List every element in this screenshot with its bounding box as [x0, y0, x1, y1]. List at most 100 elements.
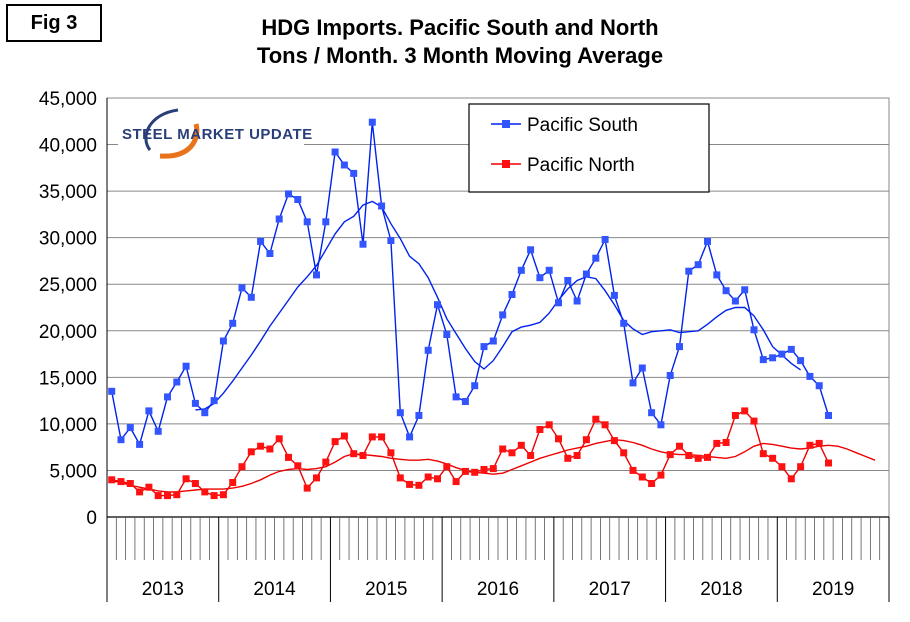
data-point-pacific-south: [210, 397, 218, 405]
data-point-pacific-south: [741, 286, 749, 294]
data-point-pacific-north: [517, 441, 525, 449]
data-point-pacific-north: [648, 480, 656, 487]
data-point-pacific-south: [508, 291, 516, 298]
logo-swoosh-orange: [159, 123, 200, 159]
data-point-pacific-south: [564, 277, 572, 284]
chart-title-block: HDG Imports. Pacific South and North Ton…: [180, 14, 740, 70]
data-point-pacific-south: [415, 412, 423, 419]
x-axis-ticks: 2013 2014 2015 2016 2017 2018 2019: [106, 517, 890, 602]
data-point-pacific-south: [452, 393, 460, 401]
data-point-pacific-south: [722, 287, 730, 295]
data-point-pacific-north: [713, 439, 721, 447]
year-label: 2019: [812, 579, 854, 600]
data-point-pacific-south: [378, 202, 386, 210]
data-point-pacific-north: [806, 441, 814, 449]
data-point-pacific-north: [508, 449, 516, 457]
data-point-pacific-south: [648, 409, 656, 417]
y-tick-label: 30,000: [39, 229, 97, 250]
trend-line-pacific-north: [111, 438, 876, 493]
legend-marker-pacific-north: [502, 160, 510, 168]
data-point-pacific-north: [145, 483, 153, 491]
data-point-pacific-north: [219, 491, 227, 499]
data-point-pacific-south: [191, 399, 199, 407]
chart-title: HDG Imports. Pacific South and North: [261, 15, 659, 40]
data-point-pacific-south: [387, 237, 395, 244]
data-point-pacific-north: [676, 442, 683, 450]
data-point-pacific-north: [434, 475, 441, 483]
data-point-pacific-south: [424, 346, 432, 354]
data-point-pacific-north: [294, 462, 302, 470]
data-point-pacific-north: [610, 437, 618, 445]
data-point-pacific-south: [778, 350, 786, 358]
data-point-pacific-south: [797, 357, 805, 365]
data-point-pacific-north: [257, 442, 265, 450]
data-point-pacific-south: [592, 254, 600, 262]
data-point-pacific-north: [136, 488, 144, 496]
series-layer: [108, 118, 876, 500]
data-point-pacific-south: [620, 319, 628, 327]
data-point-pacific-south: [443, 331, 451, 338]
legend-marker-pacific-south: [502, 120, 510, 128]
data-point-pacific-south: [601, 236, 609, 243]
data-point-pacific-north: [275, 435, 283, 443]
y-tick-label: 0: [86, 508, 97, 529]
data-point-pacific-south: [126, 424, 134, 432]
data-point-pacific-north: [759, 450, 767, 458]
data-point-pacific-north: [499, 445, 507, 453]
year-label: 2018: [700, 579, 742, 600]
data-point-pacific-south: [471, 382, 479, 390]
data-point-pacific-north: [778, 463, 786, 471]
data-point-pacific-south: [313, 271, 320, 279]
y-tick-label: 35,000: [39, 182, 97, 203]
data-point-pacific-south: [517, 266, 525, 274]
data-point-pacific-south: [303, 218, 311, 226]
data-point-pacific-north: [322, 458, 330, 466]
data-point-pacific-north: [536, 426, 544, 433]
data-point-pacific-south: [285, 190, 292, 198]
data-point-pacific-north: [154, 492, 162, 500]
steel-market-update-logo: STEEL MARKET UPDATE: [118, 108, 312, 159]
data-point-pacific-south: [108, 387, 116, 395]
data-point-pacific-north: [266, 445, 274, 453]
data-point-pacific-south: [582, 270, 590, 278]
data-point-pacific-south: [182, 362, 190, 370]
data-point-pacific-south: [573, 297, 581, 305]
data-point-pacific-north: [126, 480, 134, 487]
figure-label: Fig 3: [6, 4, 102, 42]
data-point-pacific-south: [136, 440, 144, 448]
data-point-pacific-north: [769, 454, 777, 462]
data-point-pacific-south: [154, 427, 162, 435]
data-point-pacific-south: [685, 267, 693, 275]
data-point-pacific-south: [247, 293, 255, 301]
trend-line-pacific-south: [195, 200, 802, 411]
data-point-pacific-north: [164, 492, 171, 500]
data-point-pacific-north: [657, 471, 665, 479]
data-point-pacific-north: [527, 452, 535, 459]
data-point-pacific-south: [825, 412, 832, 419]
data-point-pacific-south: [610, 291, 618, 299]
data-point-pacific-north: [285, 453, 292, 461]
data-point-pacific-north: [694, 454, 702, 462]
y-tick-label: 15,000: [39, 368, 97, 389]
data-point-pacific-north: [787, 475, 795, 483]
data-point-pacific-north: [443, 463, 451, 471]
data-point-pacific-south: [527, 246, 535, 254]
data-point-pacific-north: [722, 439, 730, 446]
data-point-pacific-south: [275, 215, 283, 223]
data-point-pacific-north: [573, 452, 581, 459]
data-point-pacific-south: [704, 237, 711, 245]
data-point-pacific-north: [638, 473, 646, 481]
data-point-pacific-north: [452, 478, 460, 486]
data-point-pacific-north: [480, 466, 488, 473]
data-point-pacific-south: [731, 297, 739, 305]
data-point-pacific-south: [676, 343, 683, 351]
data-point-pacific-south: [396, 409, 404, 417]
data-point-pacific-south: [806, 372, 814, 380]
data-point-pacific-north: [331, 438, 339, 446]
logo-swoosh-blue: [144, 108, 179, 151]
data-point-pacific-north: [620, 449, 628, 457]
year-label: 2015: [365, 579, 407, 600]
year-label: 2013: [142, 579, 184, 600]
data-point-pacific-north: [545, 421, 553, 429]
